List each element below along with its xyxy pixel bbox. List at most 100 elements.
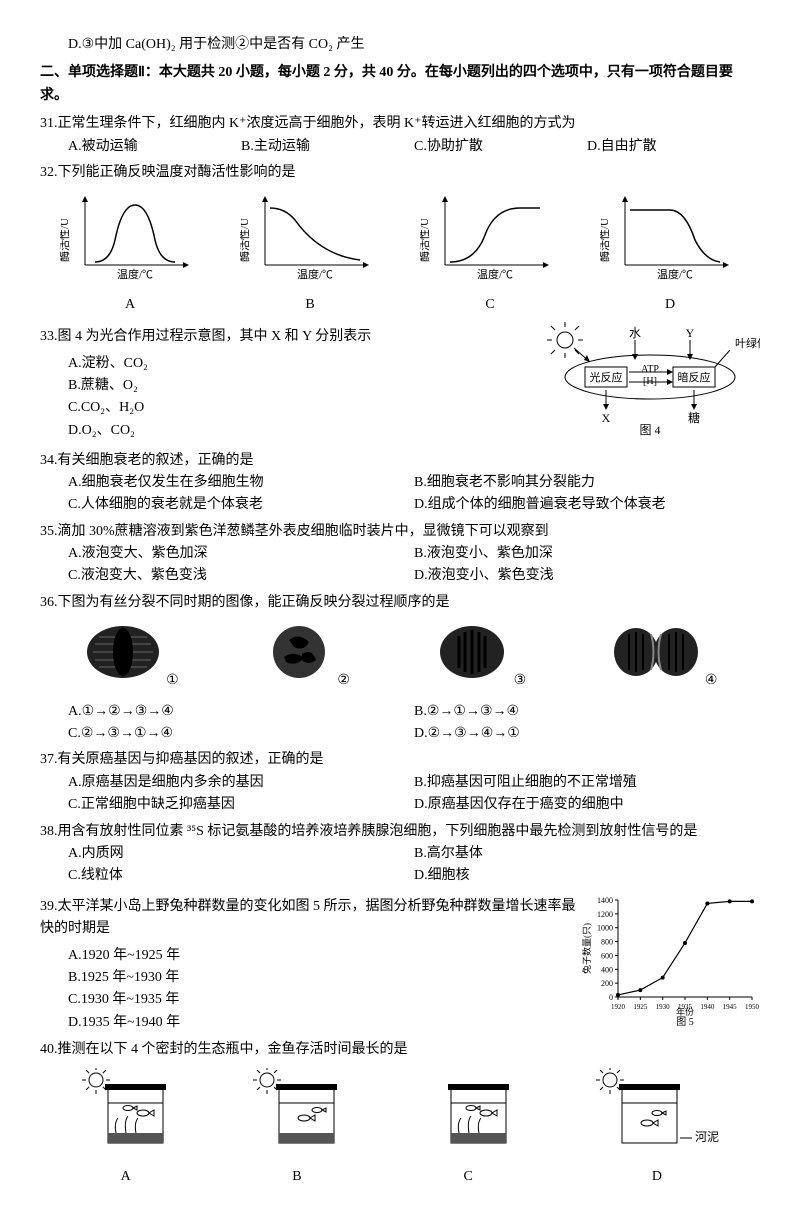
q38-b: B.高尔基体 [414,843,760,865]
jar-a-label: A [78,1166,173,1188]
svg-text:ATP: ATP [641,364,659,375]
q33-a: A.淀粉、CO₂ [40,353,540,375]
q37-d: D.原癌基因仅存在于癌变的细胞中 [414,794,760,816]
q39-c: C.1930 年~1935 年 [40,989,580,1011]
q35-b: B.液泡变小、紫色加深 [414,543,760,565]
label-d: D [600,294,740,316]
svg-text:1945: 1945 [723,1003,738,1011]
svg-text:1400: 1400 [597,896,613,905]
q35: 35.滴加 30%蔗糖溶液到紫色洋葱鳞茎外表皮细胞临时装片中，显微镜下可以观察到… [40,521,760,588]
svg-text:温度/℃: 温度/℃ [657,267,693,281]
q34-stem: 34.有关细胞衰老的叙述，正确的是 [40,450,760,472]
q32-stem: 32.下列能正确反映温度对酶活性影响的是 [40,162,760,184]
q36-d: D.②→③→④→① [414,723,760,745]
q39-chart: 0200400600800100012001400192019251930193… [580,892,760,1035]
svg-text:Y: Y [686,326,695,340]
q33-stem: 33.图 4 为光合作用过程示意图，其中 X 和 Y 分别表示 [40,326,540,348]
cell-1: ① [83,622,179,692]
q31-b: B.主动运输 [241,136,414,158]
svg-text:X: X [602,411,611,425]
q38-stem: 38.用含有放射性同位素 ³⁵S 标记氨基酸的培养液培养胰腺泡细胞，下列细胞器中… [40,821,760,843]
q35-a: A.液泡变大、紫色加深 [68,543,414,565]
svg-text:兔子数量(只): 兔子数量(只) [581,923,592,974]
q37-c: C.正常细胞中缺乏抑癌基因 [68,794,414,816]
q39-stem: 39.太平洋某小岛上野兔种群数量的变化如图 5 所示，据图分析野兔种群数量增长速… [40,896,580,941]
q37-b: B.抑癌基因可阻止细胞的不正常增殖 [414,772,760,794]
q39-a: A.1920 年~1925 年 [40,945,580,967]
q34-c: C.人体细胞的衰老就是个体衰老 [68,494,414,516]
svg-text:200: 200 [601,979,613,988]
q31-a: A.被动运输 [68,136,241,158]
q37: 37.有关原癌基因与抑癌基因的叙述，正确的是 A.原癌基因是细胞内多余的基因B.… [40,749,760,816]
q32-graph-b: 酶活性/U 温度/℃ B [240,190,380,316]
svg-text:温度/℃: 温度/℃ [117,267,153,281]
cell-3: ③ [435,622,526,692]
svg-text:温度/℃: 温度/℃ [297,267,333,281]
svg-text:图 5: 图 5 [676,1016,694,1027]
svg-text:叶绿体: 叶绿体 [735,336,760,350]
jar-a: A [78,1068,173,1189]
q36: 36.下图为有丝分裂不同时期的图像，能正确反映分裂过程顺序的是 ① ② ③ ④ … [40,592,760,746]
q34-a: A.细胞衰老仅发生在多细胞生物 [68,472,414,494]
q36-stem: 36.下图为有丝分裂不同时期的图像，能正确反映分裂过程顺序的是 [40,592,760,614]
q40: 40.推测在以下 4 个密封的生态瓶中，金鱼存活时间最长的是 A [40,1039,760,1188]
q35-c: C.液泡变大、紫色变浅 [68,565,414,587]
q32-graph-c: 酶活性/U 温度/℃ C [420,190,560,316]
svg-text:暗反应: 暗反应 [678,370,711,384]
svg-text:光反应: 光反应 [590,370,623,384]
svg-text:1920: 1920 [611,1003,626,1011]
svg-text:年份: 年份 [676,1006,694,1017]
q35-stem: 35.滴加 30%蔗糖溶液到紫色洋葱鳞茎外表皮细胞临时装片中，显微镜下可以观察到 [40,521,760,543]
q38-a: A.内质网 [68,843,414,865]
q31-options: A.被动运输 B.主动运输 C.协助扩散 D.自由扩散 [40,136,760,158]
label-2: ② [337,670,350,692]
q33-c: C.CO₂、H₂O [40,397,540,419]
cell-4: ④ [611,622,717,692]
label-3: ③ [514,670,527,692]
svg-text:温度/℃: 温度/℃ [477,267,513,281]
svg-text:600: 600 [601,951,613,960]
q32-graph-a: 酶活性/U 温度/℃ A [60,190,200,316]
svg-text:1940: 1940 [700,1003,715,1011]
section-2-title: 二、单项选择题Ⅱ：本大题共 20 小题，每小题 2 分，共 40 分。在每小题列… [40,62,760,107]
svg-text:酶活性/U: 酶活性/U [600,218,611,262]
jar-c: C [421,1068,516,1189]
q31-d: D.自由扩散 [587,136,760,158]
q38: 38.用含有放射性同位素 ³⁵S 标记氨基酸的培养液培养胰腺泡细胞，下列细胞器中… [40,821,760,888]
label-a: A [60,294,200,316]
jar-c-label: C [421,1166,516,1188]
q33-d: D.O₂、CO₂ [40,420,540,442]
q31-c: C.协助扩散 [414,136,587,158]
svg-text:1000: 1000 [597,923,613,932]
svg-text:1925: 1925 [633,1003,648,1011]
jar-b-label: B [249,1166,344,1188]
svg-text:1950: 1950 [745,1003,760,1011]
q31: 31.正常生理条件下，红细胞内 K⁺浓度远高于细胞外，表明 K⁺转运进入红细胞的… [40,113,760,158]
cell-2: ② [264,622,350,692]
jar-b: B [249,1068,344,1189]
label-b: B [240,294,380,316]
jar-d: 河泥 D [592,1068,722,1189]
svg-text:1200: 1200 [597,910,613,919]
q36-c: C.②→③→①→④ [68,723,414,745]
svg-text:0: 0 [609,993,613,1002]
q35-d: D.液泡变小、紫色变浅 [414,565,760,587]
q34: 34.有关细胞衰老的叙述，正确的是 A.细胞衰老仅发生在多细胞生物B.细胞衰老不… [40,450,760,517]
label-c: C [420,294,560,316]
option-text: D.③中加 Ca(OH)₂ 用于检测②中是否有 CO₂ 产生 [68,37,364,52]
q39-d: D.1935 年~1940 年 [40,1012,580,1034]
label-4: ④ [705,670,718,692]
q33-diagram: 水 Y 叶绿体 光反应 暗反应 ATP [H] [540,322,760,445]
q39: 39.太平洋某小岛上野兔种群数量的变化如图 5 所示，据图分析野兔种群数量增长速… [40,892,760,1035]
svg-text:酶活性/U: 酶活性/U [420,218,431,262]
q32-graphs: 酶活性/U 温度/℃ A 酶活性/U 温度/℃ B [40,190,760,316]
svg-text:1930: 1930 [656,1003,671,1011]
q36-a: A.①→②→③→④ [68,701,414,723]
q37-stem: 37.有关原癌基因与抑癌基因的叙述，正确的是 [40,749,760,771]
q33: 33.图 4 为光合作用过程示意图，其中 X 和 Y 分别表示 A.淀粉、CO₂… [40,322,760,445]
svg-text:酶活性/U: 酶活性/U [60,218,71,262]
svg-text:水: 水 [629,326,641,340]
svg-text:800: 800 [601,937,613,946]
svg-text:酶活性/U: 酶活性/U [240,218,251,262]
q39-b: B.1925 年~1930 年 [40,967,580,989]
